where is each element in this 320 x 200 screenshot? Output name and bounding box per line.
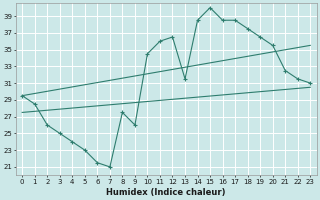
X-axis label: Humidex (Indice chaleur): Humidex (Indice chaleur)	[107, 188, 226, 197]
